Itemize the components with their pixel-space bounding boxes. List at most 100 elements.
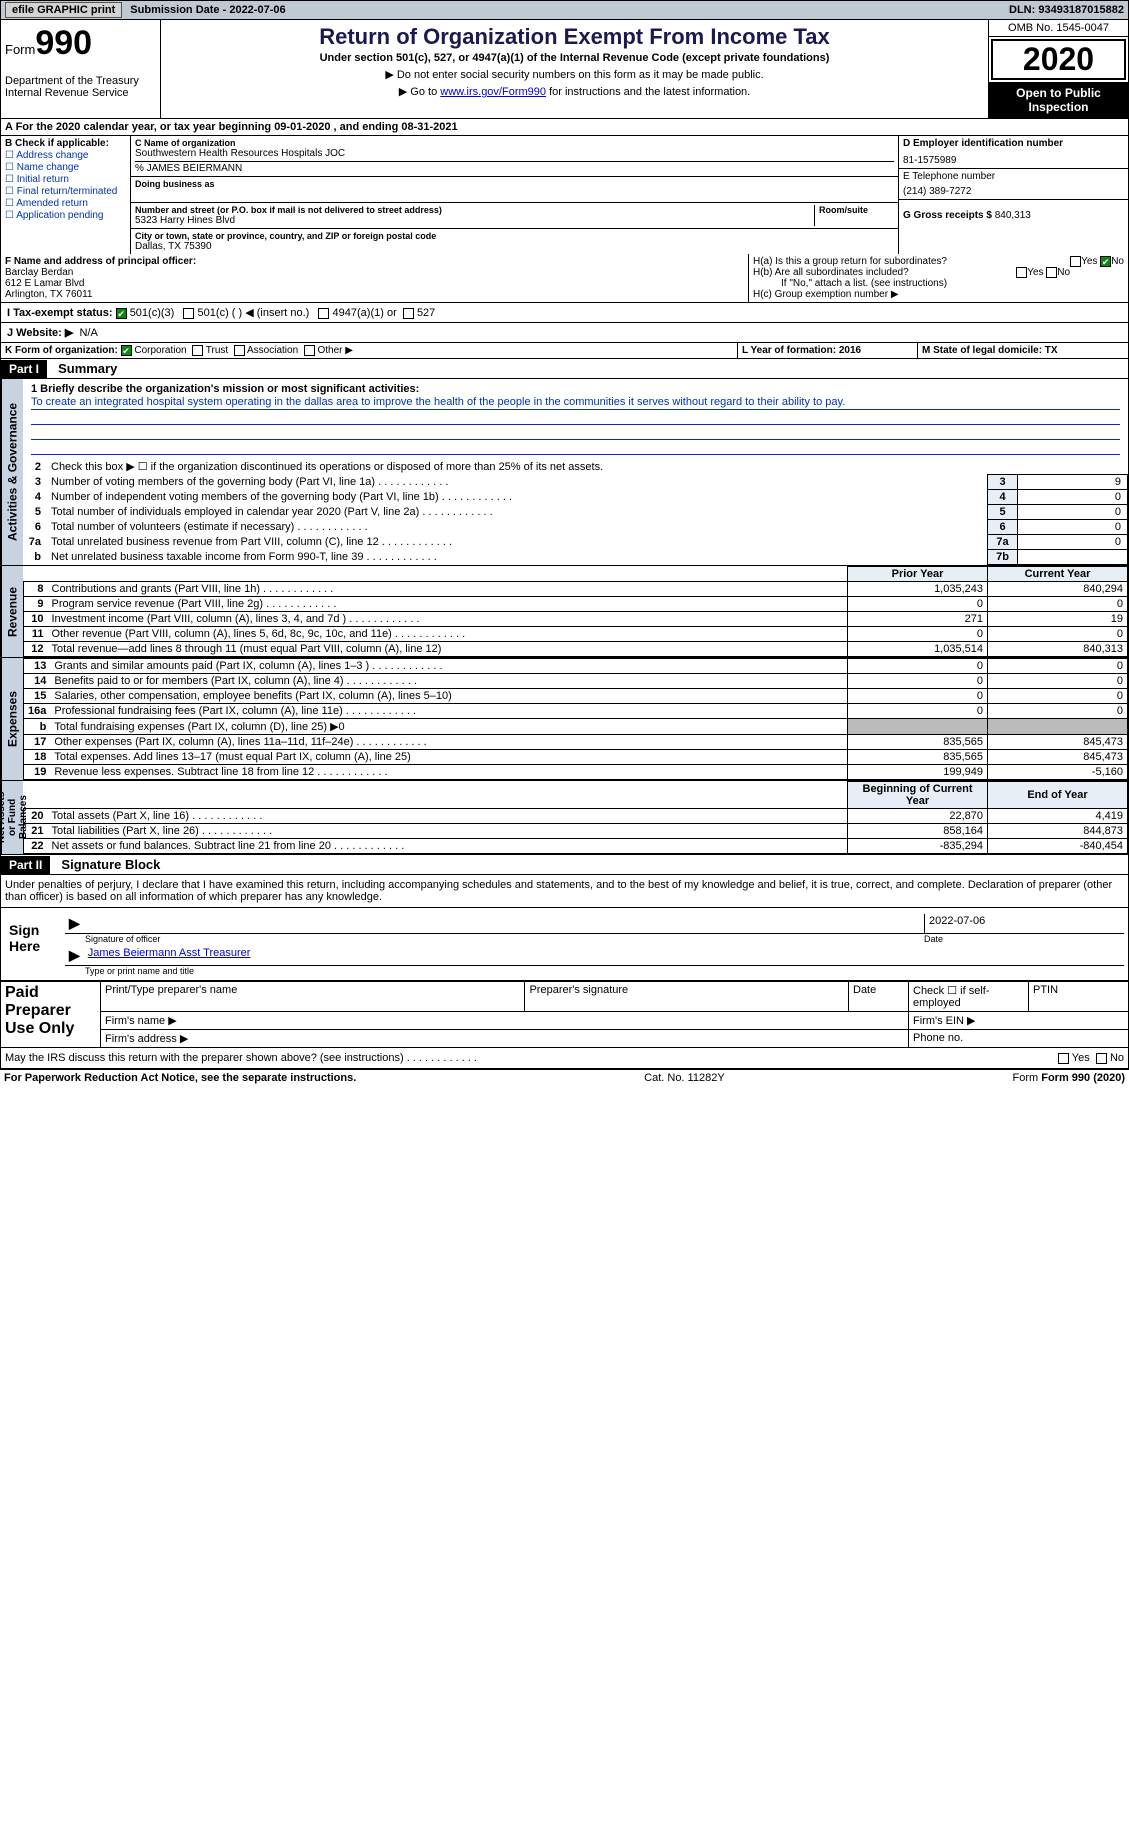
chk-assoc[interactable] bbox=[234, 345, 245, 356]
form-990-number: 990 bbox=[35, 24, 92, 62]
date-label: Date bbox=[924, 934, 1124, 944]
vtab-governance: Activities & Governance bbox=[1, 379, 23, 565]
paid-preparer-table: Paid Preparer Use Only Print/Type prepar… bbox=[0, 981, 1129, 1048]
table-row: 20Total assets (Part X, line 16)22,8704,… bbox=[24, 809, 1128, 824]
table-row: 10Investment income (Part VIII, column (… bbox=[24, 612, 1128, 627]
section-expenses: Expenses 13Grants and similar amounts pa… bbox=[0, 658, 1129, 781]
table-row: 6Total number of volunteers (estimate if… bbox=[23, 520, 1128, 535]
table-row: 16aProfessional fundraising fees (Part I… bbox=[24, 704, 1128, 719]
officer-name: Barclay Berdan bbox=[5, 267, 744, 278]
discuss-no[interactable] bbox=[1096, 1053, 1107, 1064]
return-subtitle: Under section 501(c), 527, or 4947(a)(1)… bbox=[169, 52, 980, 64]
chk-527[interactable] bbox=[403, 308, 414, 319]
f-h-row: F Name and address of principal officer:… bbox=[0, 254, 1129, 303]
website-value: N/A bbox=[79, 327, 97, 339]
table-row: 17Other expenses (Part IX, column (A), l… bbox=[24, 735, 1128, 750]
discuss-yes[interactable] bbox=[1058, 1053, 1069, 1064]
chk-501c[interactable] bbox=[183, 308, 194, 319]
mission-label: 1 Briefly describe the organization's mi… bbox=[31, 383, 1120, 395]
sigoff-label: Signature of officer bbox=[65, 934, 924, 944]
hdr-prior-year: Prior Year bbox=[848, 567, 988, 582]
dept-treasury: Department of the Treasury Internal Reve… bbox=[5, 75, 156, 99]
gross-cell: G Gross receipts $ 840,313 bbox=[899, 208, 1128, 223]
hb-yes[interactable] bbox=[1016, 267, 1027, 278]
top-bar: efile GRAPHIC print Submission Date - 20… bbox=[0, 0, 1129, 20]
omb-number: OMB No. 1545-0047 bbox=[989, 20, 1128, 37]
submission-date-label: Submission Date - 2022-07-06 bbox=[130, 4, 285, 16]
col-b-checkboxes: B Check if applicable: ☐ Address change … bbox=[1, 136, 131, 254]
table-row: 14Benefits paid to or for members (Part … bbox=[24, 674, 1128, 689]
preparer-sig-label: Preparer's signature bbox=[525, 982, 849, 1012]
name-title-label: Type or print name and title bbox=[65, 966, 1124, 976]
addr-cell: Number and street (or P.O. box if mail i… bbox=[131, 203, 898, 229]
city-cell: City or town, state or province, country… bbox=[131, 229, 898, 254]
dln-label: DLN: 93493187015882 bbox=[1009, 4, 1124, 16]
ha-yes[interactable] bbox=[1070, 256, 1081, 267]
state-domicile: M State of legal domicile: TX bbox=[918, 343, 1128, 358]
table-row: 9Program service revenue (Part VIII, lin… bbox=[24, 597, 1128, 612]
officer-signature-line[interactable] bbox=[84, 914, 924, 933]
title-cell: Return of Organization Exempt From Incom… bbox=[161, 20, 988, 118]
table-row: bTotal fundraising expenses (Part IX, co… bbox=[24, 719, 1128, 735]
officer-addr2: Arlington, TX 76011 bbox=[5, 289, 744, 300]
paid-preparer-label: Paid Preparer Use Only bbox=[1, 982, 101, 1048]
tax-year: 2020 bbox=[991, 39, 1126, 80]
ein-value: 81-1575989 bbox=[903, 155, 1124, 166]
chk-application-pending[interactable]: ☐ Application pending bbox=[5, 210, 126, 221]
gov-table: 2Check this box ▶ ☐ if the organization … bbox=[23, 459, 1128, 565]
care-of: % JAMES BEIERMANN bbox=[135, 161, 894, 174]
part1-title: Summary bbox=[50, 359, 125, 378]
vtab-revenue: Revenue bbox=[1, 566, 23, 657]
tel-cell: E Telephone number (214) 389-7272 bbox=[899, 169, 1128, 200]
open-public: Open to Public Inspection bbox=[989, 82, 1128, 118]
chk-other[interactable] bbox=[304, 345, 315, 356]
ein-cell: D Employer identification number 81-1575… bbox=[899, 136, 1128, 169]
efile-print-button[interactable]: efile GRAPHIC print bbox=[5, 2, 122, 18]
ptin-label: PTIN bbox=[1029, 982, 1129, 1012]
sig-date-value: 2022-07-06 bbox=[924, 914, 1124, 933]
chk-name-change[interactable]: ☐ Name change bbox=[5, 162, 126, 173]
table-row: 8Contributions and grants (Part VIII, li… bbox=[24, 582, 1128, 597]
chk-4947[interactable] bbox=[318, 308, 329, 319]
chk-corp[interactable]: ✔ bbox=[121, 345, 132, 356]
chk-address-change[interactable]: ☐ Address change bbox=[5, 150, 126, 161]
table-row: 15Salaries, other compensation, employee… bbox=[24, 689, 1128, 704]
chk-initial-return[interactable]: ☐ Initial return bbox=[5, 174, 126, 185]
section-revenue: Revenue Prior YearCurrent Year 8Contribu… bbox=[0, 566, 1129, 658]
return-title: Return of Organization Exempt From Incom… bbox=[169, 24, 980, 50]
hb-no[interactable] bbox=[1046, 267, 1057, 278]
form-ref: Form Form 990 (2020) bbox=[1013, 1072, 1126, 1084]
chk-trust[interactable] bbox=[192, 345, 203, 356]
table-row: bNet unrelated business taxable income f… bbox=[23, 550, 1128, 565]
mission-block: 1 Briefly describe the organization's mi… bbox=[23, 379, 1128, 459]
k-l-m-row: K Form of organization: ✔ Corporation Tr… bbox=[0, 343, 1129, 359]
preparer-date-label: Date bbox=[849, 982, 909, 1012]
officer-name-typed: James Beiermann Asst Treasurer bbox=[84, 946, 1124, 965]
chk-501c3[interactable]: ✔ bbox=[116, 308, 127, 319]
self-employed-check[interactable]: Check ☐ if self-employed bbox=[909, 982, 1029, 1012]
street-address: 5323 Harry Hines Blvd bbox=[135, 215, 814, 226]
firm-addr-label: Firm's address ▶ bbox=[101, 1030, 909, 1048]
hc-label: H(c) Group exemption number ▶ bbox=[753, 289, 1124, 300]
chk-amended-return[interactable]: ☐ Amended return bbox=[5, 198, 126, 209]
dba-cell: Doing business as bbox=[131, 177, 898, 203]
firm-name-label: Firm's name ▶ bbox=[101, 1012, 909, 1030]
phone-label: Phone no. bbox=[909, 1030, 1129, 1048]
section-governance: Activities & Governance 1 Briefly descri… bbox=[0, 379, 1129, 566]
org-name-cell: C Name of organization Southwestern Heal… bbox=[131, 136, 898, 177]
form-number-cell: Form990 Department of the Treasury Inter… bbox=[1, 20, 161, 118]
table-row: 21Total liabilities (Part X, line 26)858… bbox=[24, 824, 1128, 839]
table-row: 12Total revenue—add lines 8 through 11 (… bbox=[24, 642, 1128, 657]
preparer-name-label: Print/Type preparer's name bbox=[101, 982, 525, 1012]
table-row: 11Other revenue (Part VIII, column (A), … bbox=[24, 627, 1128, 642]
year-formation: L Year of formation: 2016 bbox=[738, 343, 918, 358]
chk-final-return[interactable]: ☐ Final return/terminated bbox=[5, 186, 126, 197]
hdr-current-year: Current Year bbox=[988, 567, 1128, 582]
ha-no[interactable]: ✔ bbox=[1100, 256, 1111, 267]
discuss-row: May the IRS discuss this return with the… bbox=[0, 1048, 1129, 1069]
section-net-assets: Net Assets or Fund Balances Beginning of… bbox=[0, 781, 1129, 855]
pra-notice: For Paperwork Reduction Act Notice, see … bbox=[4, 1072, 356, 1084]
irs-link[interactable]: www.irs.gov/Form990 bbox=[440, 86, 546, 98]
hb-label: H(b) Are all subordinates included? bbox=[753, 267, 909, 278]
ssn-note: ▶ Do not enter social security numbers o… bbox=[169, 68, 980, 81]
